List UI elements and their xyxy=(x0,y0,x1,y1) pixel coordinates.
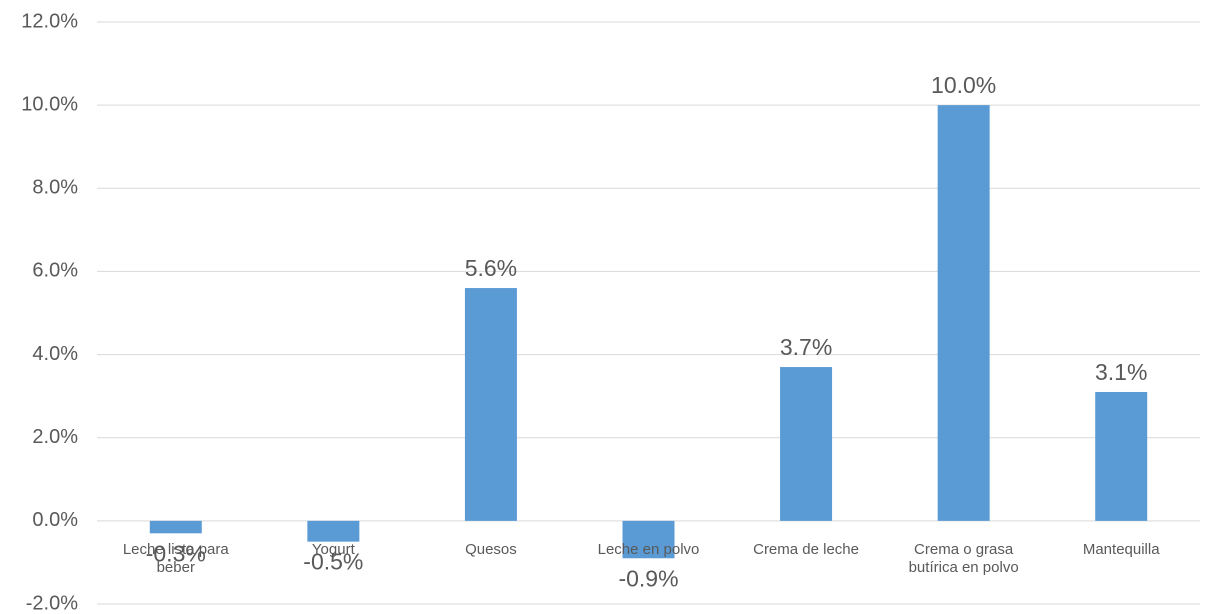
y-tick-label: 8.0% xyxy=(32,177,78,199)
x-tick-label: Leche lista para beber xyxy=(122,540,229,576)
bar xyxy=(464,288,517,521)
y-tick-label: 0.0% xyxy=(32,509,78,531)
y-tick-label: 12.0% xyxy=(21,10,78,32)
bar xyxy=(780,367,833,521)
x-tick-label: Crema de leche xyxy=(753,540,859,558)
value-label: -0.9% xyxy=(618,565,678,591)
y-tick-label: 6.0% xyxy=(32,260,78,282)
x-tick-label: Leche en polvo xyxy=(597,540,700,558)
bar xyxy=(149,520,202,534)
x-tick-label: Crema o grasa butírica en polvo xyxy=(908,540,1019,576)
value-label: -0.3% xyxy=(146,540,206,566)
bar xyxy=(622,520,675,559)
y-tick-label: 2.0% xyxy=(32,426,78,448)
x-tick-label: Yogurt xyxy=(311,540,355,558)
x-tick-label: Mantequilla xyxy=(1082,540,1160,558)
y-tick-label: -2.0% xyxy=(26,592,78,614)
y-tick-label: 4.0% xyxy=(32,343,78,365)
bar xyxy=(1095,391,1148,521)
value-label: -0.5% xyxy=(303,549,363,575)
value-label: 3.1% xyxy=(1095,359,1147,385)
y-tick-label: 10.0% xyxy=(21,93,78,115)
value-label: 10.0% xyxy=(931,72,996,98)
value-label: 5.6% xyxy=(465,255,517,281)
value-label: 3.7% xyxy=(780,334,832,360)
bar xyxy=(937,105,990,521)
x-tick-label: Quesos xyxy=(465,540,517,558)
bar xyxy=(307,520,360,542)
